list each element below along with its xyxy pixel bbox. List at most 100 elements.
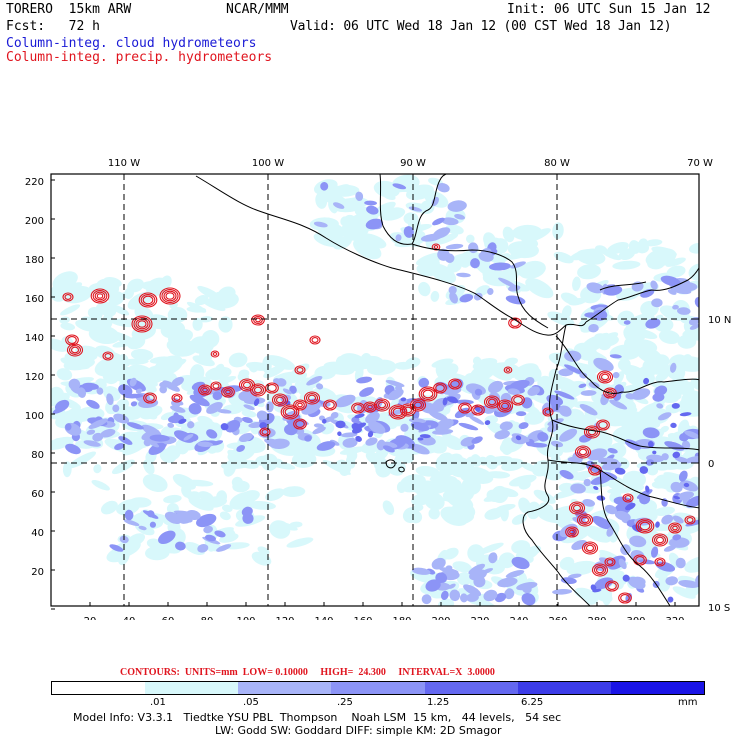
cloud-cell	[674, 456, 691, 464]
cloud-cell	[141, 429, 160, 441]
precip-contour	[284, 407, 296, 417]
cloud-cell	[511, 514, 527, 525]
cloud-cell	[593, 376, 607, 384]
cloud-cell	[184, 479, 214, 487]
cloud-cell	[533, 489, 556, 504]
precip-contour	[591, 563, 609, 577]
cloud-cell	[670, 362, 677, 373]
precip-contour	[505, 368, 511, 372]
cloud-cell	[409, 510, 423, 524]
precip-contour	[253, 386, 263, 394]
frame-ticks	[50, 174, 699, 610]
cloud-cell	[446, 453, 464, 468]
cloud-cell	[609, 399, 628, 410]
cloud-cell	[313, 423, 324, 428]
cloud-cell	[583, 525, 611, 543]
cloud-cell	[436, 183, 450, 193]
cloud-cell	[345, 455, 356, 469]
cloud-cell	[515, 435, 522, 441]
cloud-cell	[508, 379, 530, 391]
cloud-cell	[599, 403, 611, 417]
cloud-cell	[631, 320, 643, 330]
cloud-cell	[114, 443, 125, 451]
precip-contour	[210, 381, 222, 391]
latlon-grid	[51, 174, 699, 606]
precip-contour	[473, 406, 483, 414]
cloud-cell	[620, 414, 640, 431]
cloud-cell	[483, 589, 498, 602]
cloud-cell	[445, 224, 464, 235]
precip-contour	[275, 396, 285, 404]
grid-x-label: 200	[431, 616, 450, 620]
cloud-cell	[149, 441, 160, 448]
cloud-cell	[494, 503, 516, 512]
cloud-cell	[547, 311, 575, 327]
grid-y-label: 180	[25, 255, 44, 266]
cloud-cell	[685, 495, 699, 508]
precip-contour	[142, 295, 154, 305]
grid-x-label: 140	[314, 616, 333, 620]
grid-y-label: 80	[31, 450, 44, 461]
cloud-cell	[380, 207, 406, 221]
cloud-cell	[355, 435, 362, 442]
cloud-cell	[410, 421, 430, 432]
cloud-cell	[333, 202, 345, 209]
cloud-cell	[92, 432, 104, 442]
cloud-cell	[613, 496, 633, 506]
cloud-cell	[86, 429, 96, 435]
precip-contour	[242, 381, 252, 389]
cloud-cell	[670, 422, 677, 429]
cloud-cell	[178, 418, 187, 424]
cloud-cell	[322, 459, 351, 475]
cloud-cell	[456, 399, 474, 405]
cloud-cell	[459, 256, 471, 268]
precip-contour	[200, 386, 210, 394]
precip-contour	[143, 392, 157, 404]
cloud-cell	[381, 190, 396, 201]
cloud-cell	[387, 388, 404, 401]
cloud-cell	[568, 573, 582, 579]
cloud-cell	[70, 386, 84, 395]
cloud-cell	[441, 434, 464, 451]
cloud-cell	[560, 527, 590, 544]
cloud-cell	[473, 575, 486, 588]
precip-contour	[605, 389, 615, 397]
colorbar-label: 6.25	[521, 697, 544, 708]
precip-contour	[165, 292, 175, 300]
cloud-cell	[187, 421, 195, 429]
grid-x-label: 300	[626, 616, 645, 620]
cloud-cell	[683, 482, 690, 488]
cloud-cell	[281, 486, 306, 498]
cloud-cell	[188, 403, 202, 415]
cloud-cell	[459, 294, 474, 303]
grid-x-label: 40	[123, 616, 136, 620]
cloud-cell	[569, 439, 579, 447]
precip-contour	[656, 559, 664, 565]
precip-contour	[102, 351, 114, 361]
precip-contour	[325, 401, 335, 409]
precip-contour	[458, 402, 472, 414]
precip-contour	[576, 513, 594, 527]
precip-contour	[68, 345, 82, 355]
cloud-cell	[440, 590, 449, 601]
cloud-cell	[471, 436, 483, 444]
cloud-cell	[185, 510, 201, 520]
cloud-cell	[263, 365, 286, 378]
cloud-cell	[502, 226, 515, 243]
field-precip-label: Column-integ. precip. hydrometeors	[6, 50, 273, 65]
cloud-cell	[75, 319, 103, 332]
cloud-cell	[494, 429, 510, 440]
cloud-cell	[111, 459, 135, 475]
cloud-cell	[245, 361, 271, 371]
cloud-cell	[355, 191, 364, 201]
cloud-cell	[657, 412, 672, 421]
cloud-cell	[625, 502, 636, 511]
precip-contour	[585, 427, 599, 437]
cloud-hydrometeor-field	[51, 174, 699, 606]
cloud-cell	[572, 276, 581, 292]
cloud-cell	[429, 263, 457, 284]
cloud-cell	[629, 535, 647, 548]
cloud-cell	[183, 434, 194, 441]
cloud-cell	[522, 584, 532, 594]
cloud-cell	[459, 593, 468, 603]
